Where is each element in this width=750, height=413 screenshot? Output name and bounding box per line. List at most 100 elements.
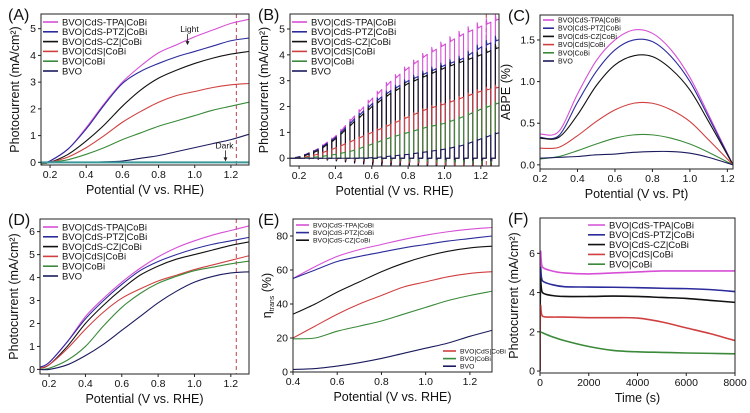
legend-label: BVO|CdS-CZ|CoBi (609, 240, 689, 251)
legend-label: BVO|CoBi (311, 57, 354, 68)
legend-label: BVO|CdS-TPA|CoBi (62, 222, 147, 233)
y-axis-label-main: Photocurrent (mA/cm²) (507, 232, 521, 358)
series-line-bvo-cobi (293, 290, 492, 340)
x-tick-label: 1.2 (224, 378, 239, 390)
y-tick-label: 0 (29, 364, 35, 376)
x-tick-label: 0.4 (286, 376, 301, 388)
x-axis-label: Time (s) (615, 391, 660, 405)
series-line-bvo-cobi (540, 330, 735, 355)
legend-label: BVO|CdS|CoBi (311, 47, 375, 58)
series-line-bvo-cds-ptz-cobi (293, 235, 492, 280)
series-line-bvo (290, 132, 499, 162)
panel-a: (A) 0.2 0.4 0.6 0.8 1.0 1.2 0 1 2 3 4 5 Potential (V … (8, 7, 250, 197)
legend-label: BVO|CdS|CoBi (62, 47, 126, 58)
legend-label: BVO|CdS-TPA|CoBi (311, 17, 396, 28)
y-axis-label: Photocurrent (mA/cm²) (8, 26, 22, 152)
series-line-bvo-cds-tpa-cobi (293, 226, 492, 279)
series-line-bvo-cds-cobi (293, 271, 492, 339)
x-tick-label: 0.6 (330, 376, 345, 388)
y-tick-label: 20 (276, 333, 288, 345)
plot-area (41, 14, 249, 165)
legend-label: BVO|CdS-CZ|CoBi (558, 34, 617, 41)
annotation-label: Light (180, 24, 199, 34)
x-axis-label: Potential (V vs. RHE) (86, 183, 204, 197)
legend-label: BVO|CdS|CoBi (460, 348, 506, 355)
legend-label: BVO|CdS|CoBi (558, 42, 606, 49)
x-axis-label: Potential (V vs. RHE) (85, 392, 203, 406)
x-tick-label: 1.0 (437, 170, 452, 182)
x-tick-label: 4000 (626, 377, 650, 389)
y-axis-label-subscript: trans (269, 295, 276, 311)
annotation-label: Dark (216, 140, 235, 150)
legend-label: BVO (62, 66, 82, 77)
legend-label: BVO|CdS-CZ|CoBi (62, 37, 142, 48)
x-tick-label: 1.0 (187, 378, 202, 390)
panel-f: (F) 0 2000 4000 6000 8000 0 2 4 6 Time (s) Photocur… (507, 211, 747, 405)
axes-frame (539, 14, 734, 170)
x-tick-label: 0.8 (401, 170, 416, 182)
y-axis-label-suffix: (%) (260, 273, 274, 296)
y-tick-label: 4 (279, 49, 285, 61)
legend-label: BVO|CoBi (62, 57, 105, 68)
series-line-bvo-cds-cobi (540, 101, 733, 166)
y-tick-label: 1.5 (520, 34, 535, 46)
x-tick-label: 8000 (723, 377, 747, 389)
series-line-bvo-cds-cz-cobi (41, 50, 249, 165)
panel-label: (A) (8, 7, 29, 24)
y-axis-label-main: Photocurrent (mA/cm²) (8, 26, 22, 152)
panel-d: (D) 0.2 0.4 0.6 0.8 1.0 1.2 0 1 2 3 4 5 6 Potential (V… (7, 212, 250, 406)
y-axis-label-main: Photocurrent (mA/cm²) (257, 27, 271, 153)
x-tick-label: 1.0 (683, 173, 698, 185)
x-tick-label: 1.2 (720, 173, 735, 185)
legend-label: BVO|CdS-CZ|CoBi (311, 37, 391, 48)
series-line-bvo-cds-tpa-cobi (540, 29, 733, 166)
axes-frame (289, 13, 500, 167)
legend: BVO|CdS-TPA|CoBiBVO|CdS-PTZ|CoBiBVO|CdS-… (588, 220, 694, 271)
x-tick-label: 0.4 (78, 378, 93, 390)
legend-label: BVO|CoBi (609, 260, 652, 271)
x-tick-label: 0.6 (364, 170, 379, 182)
series-line-bvo (293, 329, 492, 370)
legend-label: BVO|CdS|CoBi (62, 252, 126, 263)
series-line-bvo-cds-cz-cobi (40, 241, 249, 369)
series-line-bvo-cds-ptz-cobi (540, 266, 735, 372)
x-tick-label: 0.4 (79, 169, 94, 181)
legend-label: BVO|CdS-PTZ|CoBi (558, 26, 621, 33)
series-line-bvo (40, 271, 249, 371)
legend: BVO|CdS-TPA|CoBiBVO|CdS-PTZ|CoBiBVO|CdS-… (543, 17, 621, 65)
series-line-bvo-cds-cz-cobi (293, 245, 492, 315)
legend-label: BVO|CdS-PTZ|CoBi (609, 230, 694, 241)
y-tick-label: 0 (279, 153, 285, 165)
x-tick-label: 0 (537, 377, 543, 389)
y-tick-label: 4 (29, 272, 35, 284)
y-tick-label: 4 (529, 287, 535, 299)
legend-label: BVO (460, 364, 474, 371)
series-line-bvo-cds-cobi (41, 82, 249, 165)
y-axis-label-main: ABPE (%) (499, 64, 513, 120)
legend-label: BVO|CdS-PTZ|CoBi (62, 232, 147, 243)
series-line-bvo (540, 150, 733, 166)
y-tick-label: 40 (276, 299, 288, 311)
legend-label: BVO|CdS-PTZ|CoBi (311, 27, 396, 38)
y-axis-label-main: Photocurrent (mA/cm²) (7, 233, 21, 359)
series-line-bvo-cds-cz-cobi (540, 277, 735, 372)
x-axis-label: Potential (V vs. RHE) (333, 390, 451, 404)
plot-area (293, 226, 492, 370)
panel-label: (B) (258, 7, 279, 24)
x-tick-label: 1.2 (474, 170, 489, 182)
x-tick-label: 0.4 (570, 173, 585, 185)
x-tick-label: 0.6 (114, 378, 129, 390)
panel-e: (E) 0.4 0.6 0.8 1.0 1.2 0 20 40 60 80 Potential (V … (258, 212, 506, 404)
axes-frame (40, 13, 250, 166)
series-line-bvo-cobi (41, 101, 249, 165)
x-tick-label: 0.8 (374, 376, 389, 388)
y-tick-label: 3 (279, 75, 285, 87)
x-tick-label: 0.6 (608, 173, 623, 185)
legend-label: BVO (558, 58, 573, 65)
panel-label: (E) (258, 212, 279, 229)
x-tick-label: 0.4 (328, 170, 343, 182)
x-tick-label: 2000 (577, 377, 601, 389)
legend-label: BVO|CoBi (558, 50, 590, 57)
axes-frame (39, 218, 250, 375)
